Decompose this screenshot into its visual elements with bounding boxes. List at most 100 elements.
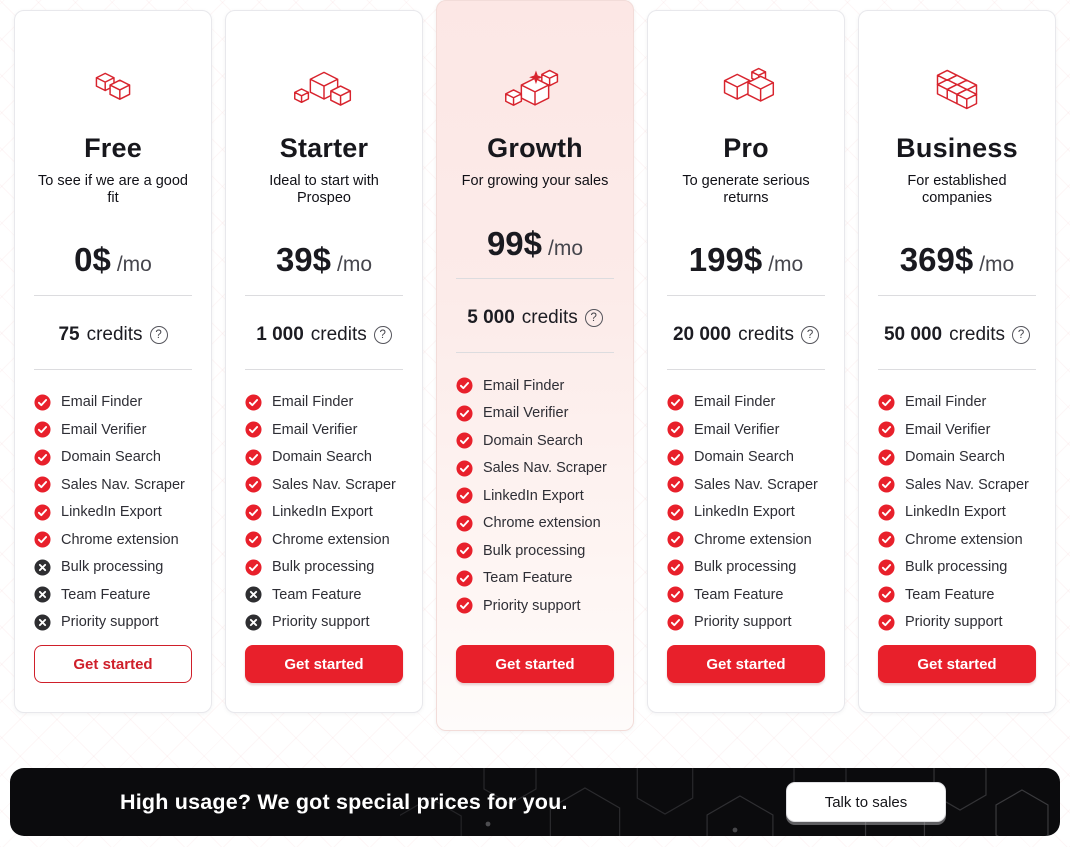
feature-label: Domain Search	[905, 449, 1005, 466]
help-icon[interactable]: ?	[584, 309, 603, 328]
feature-row: Domain Search	[34, 449, 192, 466]
divider	[667, 294, 825, 296]
check-icon	[456, 377, 473, 394]
feature-row: Team Feature	[667, 586, 825, 603]
help-icon[interactable]: ?	[149, 325, 168, 344]
feature-label: Email Verifier	[905, 421, 991, 438]
check-icon	[456, 542, 473, 559]
check-icon	[245, 449, 262, 466]
credits-unit: credits	[738, 323, 795, 345]
banner-text: High usage? We got special prices for yo…	[120, 789, 568, 814]
feature-label: Team Feature	[483, 570, 573, 587]
feature-row: Email Finder	[34, 394, 192, 411]
feature-label: Email Verifier	[61, 421, 147, 438]
plan-name: Starter	[279, 133, 369, 163]
pricing-row: Free To see if we are a good fit 0$ /mo …	[14, 0, 1056, 731]
feature-list: Email Finder Email Verifier Domain Searc…	[878, 394, 1036, 631]
feature-label: Bulk processing	[905, 559, 1008, 576]
feature-row: Email Finder	[245, 394, 403, 411]
feature-row: LinkedIn Export	[456, 487, 614, 504]
feature-row: Bulk processing	[34, 559, 192, 576]
feature-row: Bulk processing	[456, 542, 614, 559]
plan-card-business: Business For established companies 369$ …	[858, 10, 1056, 713]
price-amount: 199$	[688, 241, 763, 279]
check-icon	[667, 531, 684, 548]
talk-to-sales-button[interactable]: Talk to sales	[786, 782, 946, 822]
divider	[456, 278, 614, 280]
check-icon	[878, 531, 895, 548]
feature-label: Sales Nav. Scraper	[905, 476, 1029, 493]
check-icon	[245, 421, 262, 438]
check-icon	[878, 449, 895, 466]
feature-label: LinkedIn Export	[272, 504, 373, 521]
feature-row: Chrome extension	[34, 531, 192, 548]
get-started-button[interactable]: Get started	[245, 645, 403, 683]
help-icon[interactable]: ?	[1012, 325, 1031, 344]
feature-row: Email Finder	[456, 377, 614, 394]
feature-label: Team Feature	[61, 586, 151, 603]
feature-row: Chrome extension	[667, 531, 825, 548]
feature-label: Sales Nav. Scraper	[61, 476, 185, 493]
get-started-button[interactable]: Get started	[34, 645, 192, 683]
feature-row: Bulk processing	[667, 559, 825, 576]
feature-row: Domain Search	[456, 432, 614, 449]
price-amount: 99$	[486, 224, 543, 262]
plan-name: Pro	[723, 133, 769, 163]
help-icon[interactable]: ?	[373, 325, 392, 344]
check-icon	[456, 514, 473, 532]
check-icon	[878, 504, 895, 521]
feature-label: Email Verifier	[272, 421, 358, 438]
price-amount: 0$	[74, 241, 111, 279]
feature-list: Email Finder Email Verifier Domain Searc…	[456, 377, 614, 614]
feature-label: Email Verifier	[483, 405, 569, 422]
cross-icon	[245, 586, 262, 603]
credits-row: 1 000 credits ?	[256, 323, 392, 347]
check-icon	[456, 487, 473, 504]
feature-row: Domain Search	[667, 449, 825, 466]
price-period: /mo	[548, 236, 584, 260]
feature-label: Email Finder	[61, 394, 143, 411]
feature-label: LinkedIn Export	[483, 487, 584, 504]
check-icon	[34, 449, 51, 466]
get-started-button[interactable]: Get started	[878, 645, 1036, 683]
feature-row: Chrome extension	[456, 514, 614, 532]
credits-amount: 5 000	[467, 307, 515, 329]
credits-amount: 75	[58, 323, 80, 345]
check-icon	[245, 394, 262, 411]
check-icon	[34, 476, 51, 493]
feature-row: Bulk processing	[245, 559, 403, 576]
feature-label: Domain Search	[272, 449, 372, 466]
cross-icon	[34, 559, 51, 576]
two-cubes-icon	[74, 59, 152, 117]
feature-label: Email Finder	[272, 394, 354, 411]
feature-list: Email Finder Email Verifier Domain Searc…	[34, 394, 192, 631]
price-amount: 369$	[899, 241, 974, 279]
feature-row: LinkedIn Export	[667, 504, 825, 521]
divider	[34, 368, 192, 370]
get-started-button[interactable]: Get started	[667, 645, 825, 683]
feature-label: Priority support	[905, 614, 1003, 631]
credits-amount: 1 000	[256, 323, 304, 345]
feature-row: Priority support	[667, 614, 825, 631]
feature-label: Email Verifier	[694, 421, 780, 438]
feature-label: Bulk processing	[694, 559, 797, 576]
help-icon[interactable]: ?	[801, 325, 820, 344]
price-period: /mo	[768, 253, 804, 277]
feature-row: LinkedIn Export	[34, 504, 192, 521]
get-started-button[interactable]: Get started	[456, 645, 614, 683]
divider	[245, 294, 403, 296]
feature-label: Priority support	[483, 597, 581, 614]
check-icon	[456, 432, 473, 449]
feature-label: Domain Search	[694, 449, 794, 466]
feature-label: Domain Search	[483, 432, 583, 449]
check-icon	[245, 559, 262, 576]
divider	[34, 294, 192, 296]
feature-label: Chrome extension	[483, 515, 601, 532]
feature-label: Chrome extension	[272, 531, 390, 548]
check-icon	[878, 559, 895, 576]
feature-label: Bulk processing	[61, 559, 164, 576]
feature-row: Team Feature	[34, 586, 192, 603]
plan-price: 99$ /mo	[486, 224, 584, 262]
feature-row: Email Verifier	[456, 404, 614, 422]
feature-row: Chrome extension	[245, 531, 403, 548]
